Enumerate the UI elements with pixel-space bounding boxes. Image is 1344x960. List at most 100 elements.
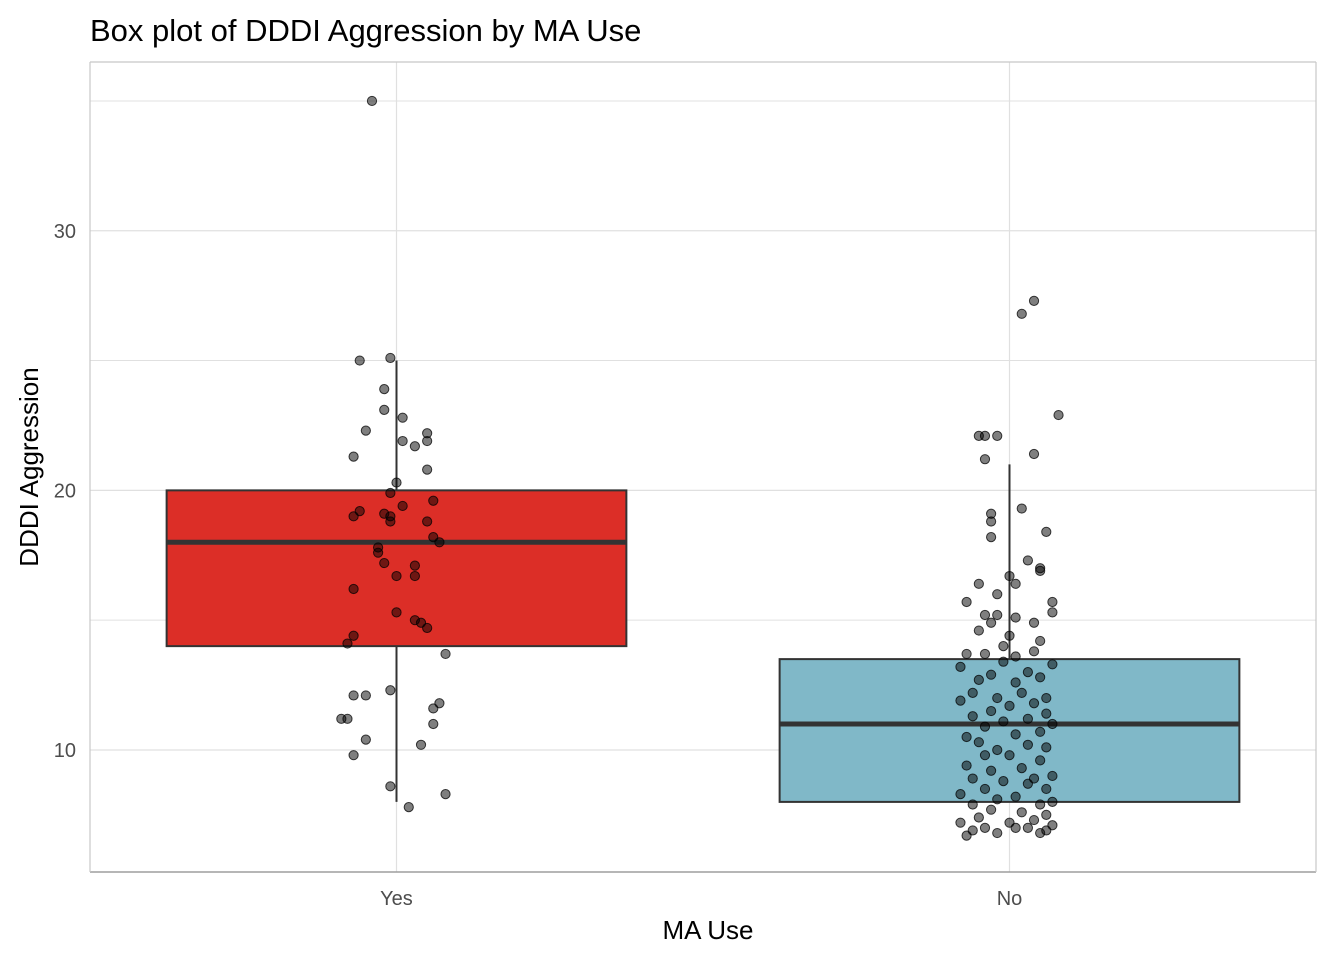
data-point <box>998 656 1009 667</box>
data-point <box>360 734 371 745</box>
data-point <box>403 801 414 813</box>
box-no <box>778 658 1241 803</box>
data-point <box>348 630 359 641</box>
data-point <box>391 570 402 582</box>
data-point <box>1035 565 1046 576</box>
data-point <box>979 783 991 795</box>
data-point <box>1028 814 1040 826</box>
data-point <box>961 760 972 771</box>
data-point <box>986 804 997 815</box>
data-point <box>428 495 439 506</box>
data-point <box>348 690 359 701</box>
x-tick-label: Yes <box>380 888 413 910</box>
data-point <box>391 477 402 488</box>
data-point <box>440 789 451 800</box>
data-point <box>1035 726 1046 737</box>
data-point <box>1028 617 1040 628</box>
data-point <box>992 609 1003 621</box>
data-point <box>1035 635 1046 647</box>
data-point <box>360 690 371 701</box>
data-point <box>1010 651 1021 662</box>
data-point <box>397 500 408 512</box>
data-point <box>1047 718 1058 730</box>
data-point <box>1047 796 1058 808</box>
data-point <box>1035 755 1046 766</box>
data-point <box>385 352 396 364</box>
data-point <box>379 404 390 415</box>
data-point <box>1022 666 1033 678</box>
data-point <box>428 703 439 714</box>
y-tick-label: 20 <box>54 480 76 502</box>
data-point <box>979 454 991 465</box>
boxes-layer <box>165 360 1241 803</box>
data-point <box>979 430 991 441</box>
data-point <box>979 648 991 660</box>
data-point <box>379 384 390 395</box>
data-point <box>1022 778 1033 789</box>
data-point <box>967 711 978 722</box>
data-point <box>409 570 420 582</box>
data-point <box>1004 630 1015 641</box>
data-point <box>422 464 433 475</box>
y-axis-title: DDDI Aggression <box>14 367 44 566</box>
data-point <box>354 506 365 517</box>
data-point <box>1047 607 1058 618</box>
data-point <box>986 617 997 628</box>
data-point <box>955 695 966 706</box>
data-point <box>348 451 359 462</box>
data-point <box>1047 596 1058 608</box>
x-axis-title: MA Use <box>662 915 753 945</box>
data-point <box>967 799 978 810</box>
data-point <box>1016 308 1027 319</box>
data-point <box>409 560 420 571</box>
data-point <box>998 776 1009 787</box>
data-point <box>422 435 433 447</box>
data-point <box>1010 791 1021 802</box>
data-point <box>397 412 408 423</box>
data-point <box>979 822 991 833</box>
data-point <box>1010 612 1021 623</box>
data-point <box>1053 409 1064 421</box>
data-point <box>1004 750 1015 761</box>
data-point <box>1010 729 1021 740</box>
data-point <box>385 511 396 522</box>
data-point <box>973 737 984 748</box>
data-point <box>961 830 972 841</box>
data-point <box>973 625 984 636</box>
y-tick-label: 30 <box>54 221 76 243</box>
data-point <box>955 661 966 673</box>
data-point <box>998 641 1009 652</box>
data-point <box>961 648 972 660</box>
data-point <box>422 622 433 634</box>
data-point <box>1016 503 1027 514</box>
data-point <box>992 430 1003 441</box>
data-point <box>385 487 396 499</box>
data-point <box>992 794 1003 805</box>
data-point <box>1041 692 1052 704</box>
data-point <box>967 773 978 784</box>
data-point <box>1041 783 1052 795</box>
points-layer <box>336 95 1064 841</box>
data-point <box>428 531 439 543</box>
data-point <box>1010 578 1021 589</box>
data-point <box>422 516 433 527</box>
data-point <box>979 609 991 621</box>
data-point <box>979 750 991 761</box>
data-point <box>955 789 966 800</box>
data-point <box>1022 739 1033 750</box>
data-point <box>336 713 347 724</box>
data-point <box>961 596 972 608</box>
data-point <box>979 721 991 732</box>
data-point <box>366 95 378 107</box>
data-point <box>986 516 997 527</box>
data-point <box>1016 763 1027 774</box>
data-point <box>973 812 984 823</box>
data-point <box>1010 822 1021 833</box>
data-point <box>986 705 997 717</box>
data-point <box>1035 799 1046 810</box>
data-point <box>1022 555 1033 566</box>
data-point <box>973 578 984 589</box>
data-point <box>986 669 997 680</box>
y-tick-label: 10 <box>54 740 76 762</box>
